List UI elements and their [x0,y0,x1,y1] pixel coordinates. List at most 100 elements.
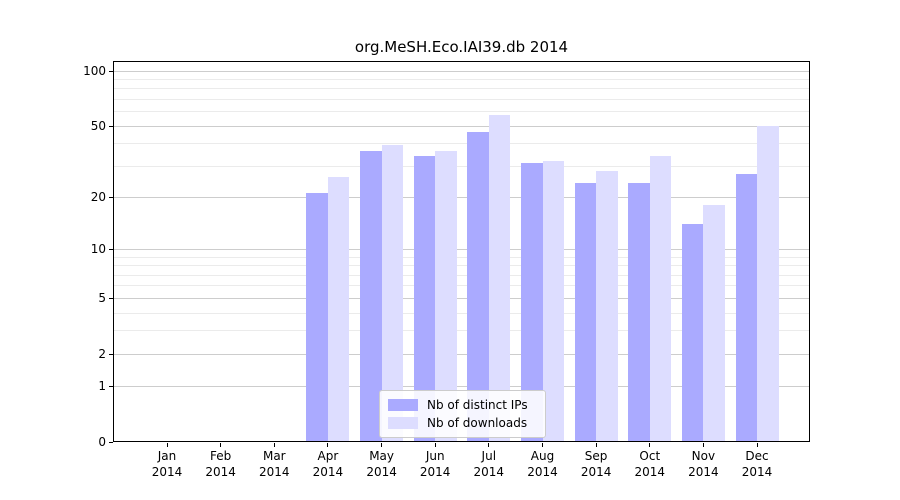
x-tick-month: Feb [209,449,232,463]
x-tick-label: Oct 2014 [620,448,680,480]
x-tick-mark [220,443,222,447]
y-tick-mark [109,297,113,299]
bar-nb-of-downloads-jul [488,115,511,441]
x-tick-year: 2014 [580,465,612,479]
bar-nb-of-distinct-ips-jul [467,132,489,441]
legend-item-distinct-ips: Nb of distinct IPs [388,398,537,412]
x-tick-label: Jan 2014 [137,448,197,480]
bar-nb-of-downloads-dec [757,125,779,441]
y-tick-mark [109,197,113,198]
major-gridline [114,297,809,299]
x-tick-year: 2014 [151,465,183,479]
x-tick-year: 2014 [419,465,451,479]
minor-gridline [114,256,809,258]
x-tick-mark [381,443,383,447]
x-tick-month: May [369,449,394,463]
x-tick-mark [702,443,704,447]
x-tick-label: Dec 2014 [727,448,787,480]
x-tick-label: Aug 2014 [513,448,573,480]
x-tick-mark [166,443,168,447]
x-tick-year: 2014 [688,465,719,479]
x-tick-label: Feb 2014 [191,448,251,480]
minor-gridline [114,143,809,145]
minor-gridline [114,330,809,332]
y-tick-label: 10 [90,242,106,256]
x-tick-month: Oct [639,449,661,463]
minor-gridline [114,285,809,287]
bar-nb-of-distinct-ips-dec [735,173,757,441]
x-tick-year: 2014 [527,465,558,479]
x-tick-mark [488,443,490,447]
x-tick-mark [756,443,758,447]
major-gridline [114,386,809,388]
x-tick-mark [595,443,597,447]
bar-nb-of-downloads-may [381,145,404,441]
x-tick-month: Aug [530,449,555,463]
bar-nb-of-distinct-ips-nov [681,224,704,441]
y-tick-mark [109,386,113,388]
x-tick-year: 2014 [741,465,773,479]
x-tick-month: Jul [481,449,497,463]
y-tick-label: 5 [98,290,106,305]
x-tick-label: May 2014 [352,448,412,480]
bar-nb-of-distinct-ips-oct [628,183,650,441]
y-tick-label: 1 [98,379,106,394]
x-tick-label: Apr 2014 [298,448,358,480]
x-tick-mark [649,443,651,447]
x-tick-year: 2014 [259,465,290,479]
minor-gridline [114,312,809,314]
x-tick-mark [327,443,329,447]
x-tick-month: Jan [157,449,177,463]
x-tick-month: Dec [745,449,769,463]
bar-nb-of-distinct-ips-jun [413,155,436,441]
legend-swatch-distinct-ips [388,399,418,411]
bar-nb-of-downloads-sep [596,171,618,441]
x-tick-year: 2014 [473,465,505,479]
legend-label-downloads: Nb of downloads [427,416,528,430]
x-tick-label: Jun 2014 [405,448,465,480]
y-tick-label: 100 [83,63,106,78]
y-tick-mark [109,125,113,127]
minor-gridline [114,265,809,267]
x-tick-label: Nov 2014 [673,448,733,480]
y-tick-label: 0 [98,435,106,449]
legend: Nb of distinct IPs Nb of downloads [379,390,546,438]
x-tick-mark [434,443,436,447]
legend-swatch-downloads [388,417,418,429]
bar-nb-of-distinct-ips-aug [521,163,543,441]
bar-nb-of-downloads-apr [327,176,350,441]
bar-nb-of-distinct-ips-sep [574,183,597,441]
y-tick-label: 50 [90,118,106,133]
x-tick-year: 2014 [366,465,397,479]
major-gridline [114,353,809,355]
bar-nb-of-distinct-ips-may [360,151,382,441]
major-gridline [114,125,809,127]
x-tick-mark [273,443,275,447]
x-tick-year: 2014 [312,465,344,479]
y-tick-label: 2 [98,346,106,361]
major-gridline [114,197,809,198]
x-tick-month: Jun [425,449,445,463]
legend-label-distinct-ips: Nb of distinct IPs [427,398,528,412]
chart-title: org.MeSH.Eco.IAI39.db 2014 [354,38,569,56]
minor-gridline [114,111,809,113]
minor-gridline [114,99,809,100]
y-tick-mark [109,70,113,72]
y-tick-label: 20 [90,190,106,204]
major-gridline [114,249,809,250]
x-tick-month: Nov [691,449,716,463]
bar-nb-of-downloads-aug [542,160,564,441]
y-tick-mark [109,442,113,443]
x-tick-month: Apr [317,449,339,463]
x-tick-month: Mar [262,449,286,463]
x-tick-year: 2014 [634,465,666,479]
legend-item-downloads: Nb of downloads [388,416,537,430]
minor-gridline [114,79,809,80]
x-tick-label: Mar 2014 [244,448,304,480]
plot-area [113,61,810,442]
y-tick-mark [109,353,113,355]
minor-gridline [114,88,809,90]
x-tick-month: Sep [584,449,608,463]
x-tick-year: 2014 [205,465,236,479]
